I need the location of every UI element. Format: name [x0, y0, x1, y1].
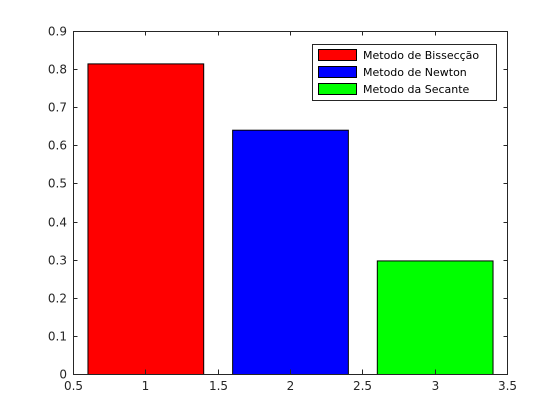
x-tick-label: 1 [142, 379, 150, 393]
y-tick-label: 0.8 [48, 63, 67, 77]
x-tick-label: 2.5 [353, 379, 372, 393]
y-tick-label: 0.6 [48, 139, 67, 153]
y-tick-label: 0.9 [48, 25, 67, 39]
x-tick-label: 3.5 [498, 379, 517, 393]
legend-label: Metodo da Secante [363, 83, 470, 96]
x-tick-label: 3 [432, 379, 440, 393]
legend-swatch [318, 66, 357, 78]
y-tick-label: 0.4 [48, 216, 67, 230]
y-tick-label: 0.7 [48, 101, 67, 115]
legend-label: Metodo de Bissecção [363, 49, 479, 62]
y-tick-label: 0.1 [48, 330, 67, 344]
bar-3 [376, 260, 494, 376]
axis-ticks: 0.5 1 1.5 2 2.5 3 3.5 0 0.1 0.2 0.3 0.4 0.5 0.6 0.7 0.8… [48, 25, 517, 394]
legend-swatch [318, 49, 357, 61]
x-tick-label: 0.5 [64, 379, 83, 393]
legend-label: Metodo de Newton [363, 66, 467, 79]
bar-2 [232, 129, 349, 375]
legend: Metodo de Bissecção Metodo de Newton Metod… [312, 44, 497, 101]
y-tick-label: 0.2 [48, 292, 67, 306]
x-tick-label: 1.5 [209, 379, 228, 393]
bars-group [87, 63, 494, 376]
y-tick-label: 0.5 [48, 177, 67, 191]
x-tick-label: 2 [287, 379, 295, 393]
legend-swatch [318, 83, 357, 95]
y-tick-label: 0 [59, 368, 67, 382]
y-tick-label: 0.3 [48, 254, 67, 268]
bar-1 [87, 63, 205, 376]
